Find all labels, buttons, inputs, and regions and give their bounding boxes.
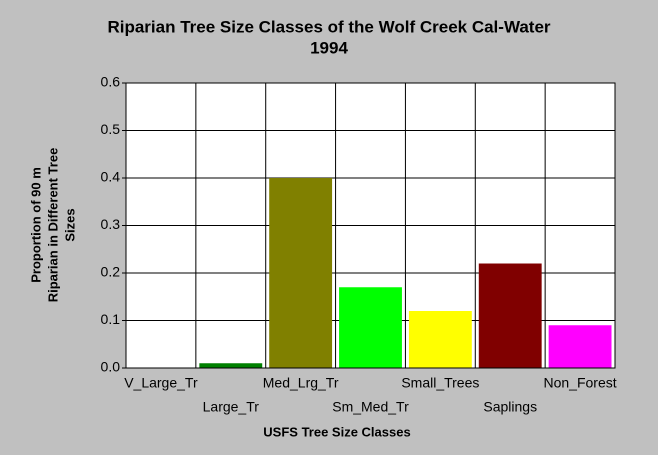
bar (269, 178, 333, 368)
y-tick-label: 0.2 (101, 264, 121, 280)
plot-border (125, 82, 616, 369)
x-tick-label: Non_Forest (543, 375, 616, 391)
x-tick-label: Sm_Med_Tr (332, 399, 409, 415)
y-tick-label: 0.0 (101, 359, 121, 375)
x-tick-label: Med_Lrg_Tr (263, 375, 339, 391)
y-tick-label: 0.6 (101, 74, 121, 90)
x-tick-label: Large_Tr (203, 399, 260, 415)
y-axis-label-line: Proportion of 90 m (28, 167, 43, 283)
bar (199, 363, 263, 368)
y-tick-label: 0.1 (101, 311, 121, 327)
chart-title: 1994 (310, 38, 348, 57)
x-tick-label: V_Large_Tr (124, 375, 198, 391)
y-tick-label: 0.4 (101, 169, 121, 185)
x-tick-label: Small_Trees (401, 375, 479, 391)
bar (548, 325, 612, 368)
y-axis-label-line: Riparian in Different Tree (45, 148, 60, 303)
y-tick-label: 0.5 (101, 121, 121, 137)
y-axis-label-line: Sizes (62, 208, 77, 241)
bar (478, 263, 542, 368)
bar (339, 287, 402, 368)
x-axis-label: USFS Tree Size Classes (263, 424, 410, 439)
chart-title: Riparian Tree Size Classes of the Wolf C… (107, 17, 550, 36)
bar (408, 311, 472, 368)
y-axis-label: Proportion of 90 m Riparian in Different… (28, 148, 77, 303)
x-tick-label: Saplings (483, 399, 537, 415)
y-tick-label: 0.3 (101, 216, 121, 232)
